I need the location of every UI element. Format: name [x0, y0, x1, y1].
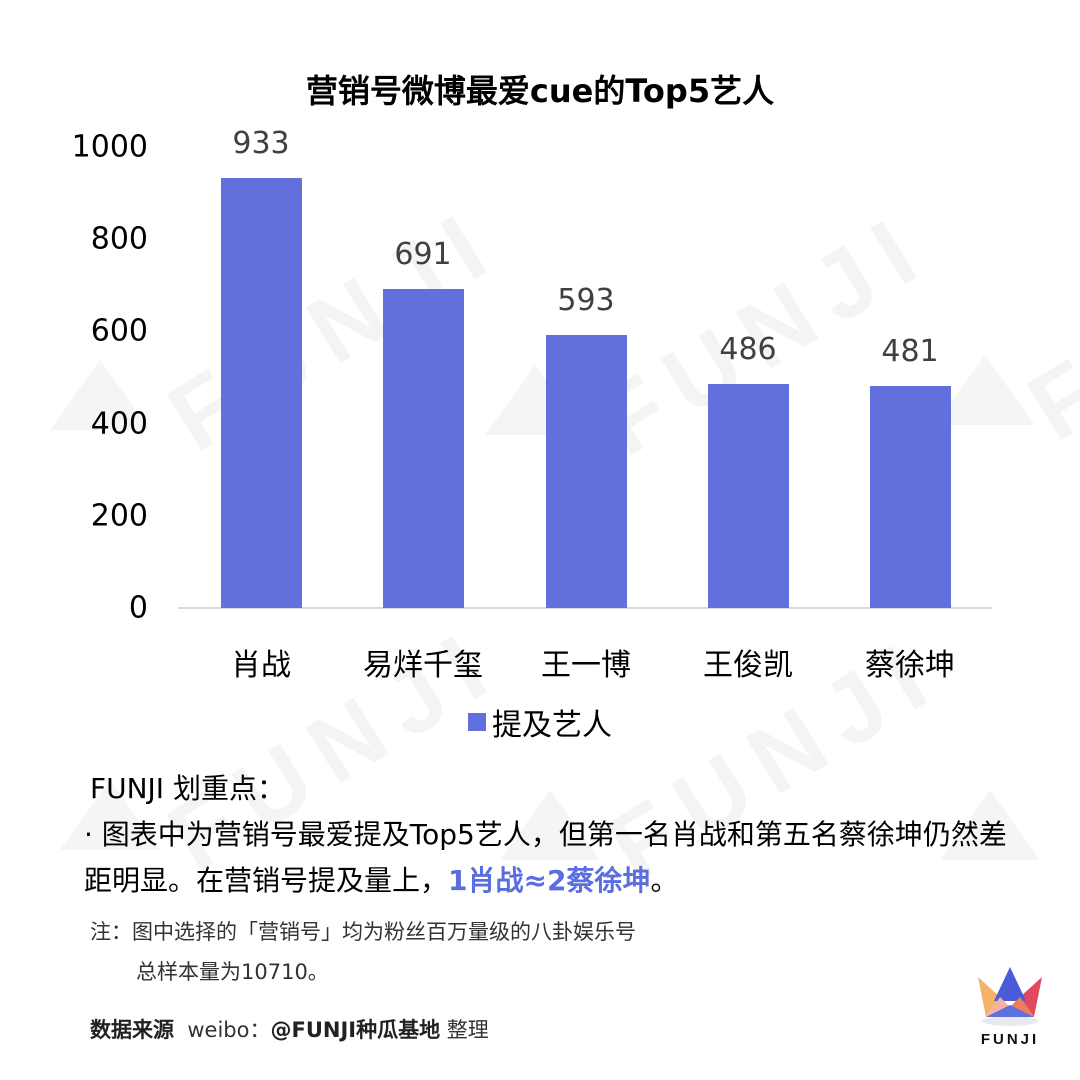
notes-highlight: 1肖战≈2蔡徐坤 — [448, 864, 651, 897]
bar-value-label: 593 — [557, 282, 615, 318]
bar — [383, 289, 464, 608]
bar-value-label: 933 — [232, 125, 290, 161]
bar-value-label: 486 — [719, 331, 777, 367]
notes-text: · 图表中为营销号最爱提及Top5艺人，但第一名肖战和第五名蔡徐坤仍然差距明显。… — [84, 818, 1007, 897]
watermark: FUNJI — [1010, 175, 1080, 463]
bar — [221, 177, 302, 608]
y-tick-label: 800 — [90, 221, 148, 257]
source-account: @FUNJI种瓜基地 — [270, 1018, 441, 1042]
footnote-line-1: 注：图中选择的「营销号」均为粉丝百万量级的八卦娱乐号 — [90, 920, 636, 944]
bar — [870, 386, 951, 608]
bar-value-label: 691 — [394, 237, 452, 273]
x-category-label: 王一博 — [541, 648, 631, 683]
notes-body: · 图表中为营销号最爱提及Top5艺人，但第一名肖战和第五名蔡徐坤仍然差距明显。… — [84, 812, 1024, 904]
footnote-line-2: 总样本量为10710。 — [136, 960, 329, 984]
x-category-label: 王俊凯 — [703, 648, 793, 683]
x-category-label: 蔡徐坤 — [865, 648, 955, 683]
watermark: FUNJI — [150, 185, 520, 473]
notes-heading: FUNJI 划重点： — [90, 772, 285, 805]
y-tick-label: 200 — [90, 498, 148, 534]
funji-logo: FUNJI — [970, 965, 1050, 1055]
y-tick-label: 0 — [128, 590, 148, 626]
legend-swatch-icon — [468, 713, 486, 731]
x-category-label: 肖战 — [231, 648, 291, 683]
bar-value-label: 481 — [881, 334, 939, 370]
chart-legend: 提及艺人 — [0, 700, 1080, 744]
x-category-label: 易烊千玺 — [363, 648, 483, 683]
y-tick-label: 600 — [90, 313, 148, 349]
bar — [546, 334, 627, 608]
notes-tail: 。 — [650, 864, 679, 897]
legend-label: 提及艺人 — [492, 708, 612, 743]
y-tick-label: 400 — [90, 406, 148, 442]
source-platform: weibo： — [187, 1018, 271, 1042]
bar — [708, 383, 789, 608]
y-tick-label: 1000 — [71, 129, 148, 165]
source-suffix: 整理 — [446, 1018, 489, 1042]
footnote: 注：图中选择的「营销号」均为粉丝百万量级的八卦娱乐号 总样本量为10710。 — [90, 912, 636, 992]
crown-icon — [978, 967, 1042, 1026]
data-source: 数据来源 weibo：@FUNJI种瓜基地 整理 — [90, 1014, 489, 1044]
x-axis-line — [178, 607, 992, 609]
chart-title: 营销号微博最爱cue的Top5艺人 — [305, 72, 775, 110]
source-label: 数据来源 — [90, 1018, 174, 1042]
logo-text: FUNJI — [980, 1031, 1040, 1048]
